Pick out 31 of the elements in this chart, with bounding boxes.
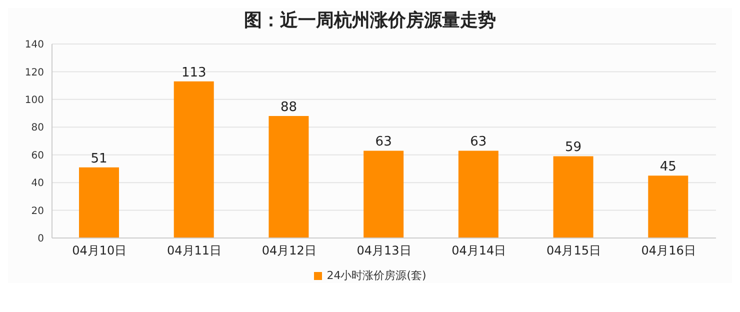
data-label: 45 — [660, 160, 676, 175]
data-label: 59 — [565, 140, 582, 156]
y-tick-label: 60 — [31, 150, 44, 162]
data-label: 63 — [470, 134, 487, 150]
x-tick-label: 04月15日 — [546, 244, 601, 258]
bar — [553, 156, 594, 238]
y-tick-label: 80 — [31, 122, 44, 134]
chart-title: 图：近一周杭州涨价房源量走势 — [243, 9, 497, 33]
data-label: 51 — [90, 151, 108, 166]
x-tick-label: 04月12日 — [262, 244, 316, 258]
bar — [458, 150, 498, 238]
bar — [648, 176, 688, 238]
y-tick-label: 140 — [24, 40, 44, 51]
y-tick-label: 20 — [31, 206, 44, 217]
bar — [268, 116, 309, 238]
x-tick-label: 04月16日 — [641, 244, 696, 258]
x-tick-label: 04月11日 — [167, 244, 222, 258]
x-tick-label: 04月13日 — [356, 244, 412, 258]
y-tick-label: 40 — [31, 178, 44, 190]
bar — [79, 167, 119, 238]
data-label: 88 — [280, 100, 297, 116]
y-tick-label: 0 — [38, 234, 44, 245]
x-tick-label: 04月10日 — [72, 244, 127, 258]
bar — [174, 81, 214, 238]
bar — [364, 150, 404, 238]
data-label: 113 — [181, 65, 206, 80]
x-tick-label: 04月14日 — [452, 244, 506, 258]
y-tick-label: 120 — [24, 67, 44, 78]
data-label: 63 — [375, 134, 392, 150]
legend-label: 24小时涨价房源(套) — [326, 268, 426, 283]
y-tick-label: 100 — [24, 94, 44, 106]
